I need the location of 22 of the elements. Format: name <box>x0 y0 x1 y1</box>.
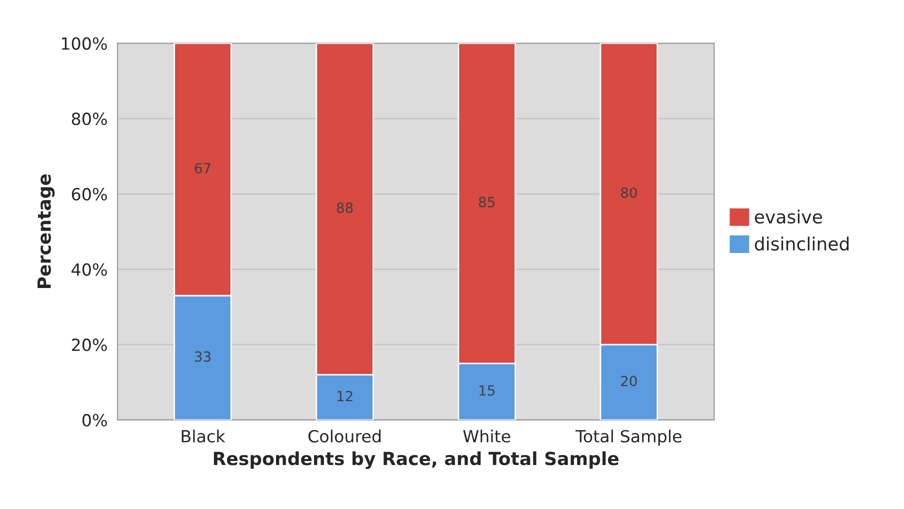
legend-label: evasive <box>754 210 822 224</box>
x-axis-title: Respondents by Race, and Total Sample <box>214 451 619 469</box>
data-label: 88 <box>336 202 353 214</box>
y-tick-label: 0% <box>82 414 107 426</box>
x-tick-label: Coloured <box>308 430 381 443</box>
data-label: 20 <box>621 376 637 386</box>
x-tick-label: Total Sample <box>576 430 682 446</box>
data-label: 80 <box>621 187 637 198</box>
data-label: 33 <box>194 351 210 362</box>
y-axis-title: Percentage <box>38 174 55 288</box>
data-label: 15 <box>480 385 494 396</box>
y-tick-label: 40% <box>72 263 107 276</box>
y-tick-label: 60% <box>72 188 107 200</box>
x-tick-label: White <box>463 430 510 443</box>
data-label: 12 <box>338 390 352 402</box>
legend-label: disinclined <box>754 236 849 251</box>
y-tick-label: 20% <box>72 338 107 352</box>
data-label: 67 <box>194 162 210 174</box>
y-tick-label: 80% <box>72 112 107 126</box>
x-tick-label: Black <box>182 430 226 443</box>
data-label: 85 <box>478 196 494 208</box>
y-tick-label: 100% <box>62 37 107 50</box>
